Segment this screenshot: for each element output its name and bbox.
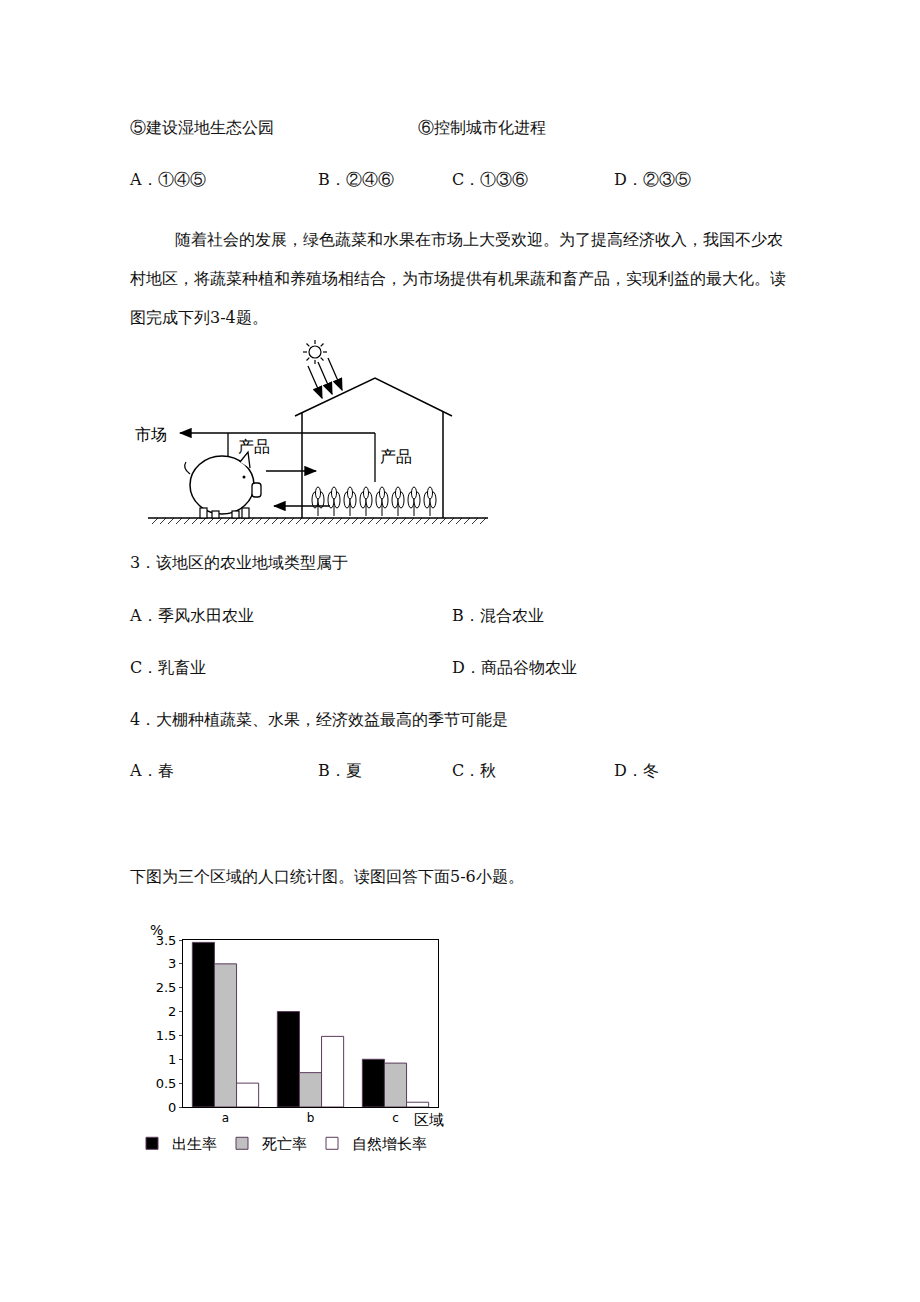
html-text:4．大棚种植蔬菜、水果，经济效益最高的季节可能是: 4．大棚种植蔬菜、水果，经济效益最高的季节可能是 [130, 710, 509, 729]
html-text:C．乳畜业: C．乳畜业 [130, 658, 207, 677]
svg-text:产品: 产品 [380, 447, 412, 466]
svg-text:0: 0 [168, 1100, 176, 1115]
html-text:C．①③⑥: C．①③⑥ [452, 170, 529, 189]
html-text:B．混合农业: B．混合农业 [452, 606, 544, 625]
svg-text:死亡率: 死亡率 [262, 1135, 307, 1153]
html-text:下图为三个区域的人口统计图。读图回答下面5-6小题。: 下图为三个区域的人口统计图。读图回答下面5-6小题。 [130, 867, 524, 886]
svg-text:2.5: 2.5 [156, 980, 177, 995]
html-text:A．①④⑤: A．①④⑤ [130, 170, 206, 189]
svg-text:出生率: 出生率 [172, 1135, 217, 1153]
svg-text:c: c [392, 1111, 399, 1125]
svg-text:a: a [222, 1111, 229, 1125]
html-text:B．夏: B．夏 [318, 761, 362, 780]
html-text:A．季风水田农业: A．季风水田农业 [130, 606, 254, 625]
svg-text:0.5: 0.5 [156, 1076, 177, 1091]
svg-text:b: b [307, 1111, 315, 1125]
html-text:D．②③⑤: D．②③⑤ [614, 170, 691, 189]
svg-text:产品: 产品 [238, 437, 270, 456]
html-text:3．该地区的农业地域类型属于: 3．该地区的农业地域类型属于 [130, 553, 349, 572]
svg-text:自然增长率: 自然增长率 [352, 1135, 427, 1153]
html-text:B．②④⑥: B．②④⑥ [318, 170, 394, 189]
svg-text:1.5: 1.5 [156, 1028, 177, 1043]
html-text:D．商品谷物农业: D．商品谷物农业 [452, 658, 577, 677]
svg-text:3.5: 3.5 [156, 933, 177, 948]
html-text:⑥控制城市化进程: ⑥控制城市化进程 [418, 118, 546, 137]
svg-text:3: 3 [168, 956, 176, 971]
html-text:A．春: A．春 [130, 761, 174, 780]
svg-text:市场: 市场 [135, 425, 167, 444]
html-text:随着社会的发展，绿色蔬菜和水果在市场上大受欢迎。为了提高经济: 随着社会的发展，绿色蔬菜和水果在市场上大受欢迎。为了提高经济收入，我国不少农村地… [130, 230, 786, 327]
svg-text:2: 2 [168, 1004, 176, 1019]
html-text:D．冬: D．冬 [614, 761, 659, 780]
html-text:⑤建设湿地生态公园: ⑤建设湿地生态公园 [130, 118, 274, 137]
svg-text:%: % [150, 922, 163, 938]
svg-text:区域: 区域 [414, 1111, 444, 1129]
html-text:C．秋: C．秋 [452, 761, 497, 780]
svg-text:1: 1 [168, 1052, 176, 1067]
